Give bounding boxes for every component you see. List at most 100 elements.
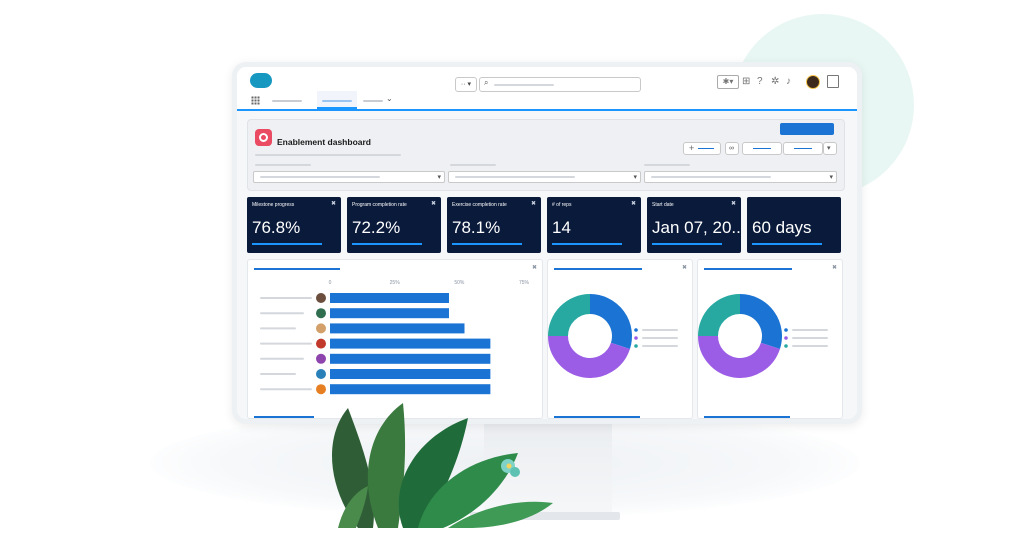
cloud-logo[interactable]: [250, 73, 272, 88]
kpi-value: 72.2%: [352, 218, 401, 237]
bar-label-line: [260, 342, 312, 345]
kpi-program-completion[interactable]: Program completion rate ✖ 72.2%: [347, 197, 441, 253]
card-title-line: [704, 268, 792, 270]
nav-item-1[interactable]: [272, 100, 302, 102]
kpi-label: Exercise completion rate: [452, 202, 507, 208]
donut-card-2: ✖: [697, 259, 843, 419]
panel-icon[interactable]: [827, 75, 839, 88]
bar: [330, 384, 491, 395]
action-button-1[interactable]: [742, 142, 782, 155]
bar-label-line: [260, 357, 304, 360]
x-tick-label: 50%: [454, 280, 465, 286]
search-placeholder-line: [494, 84, 554, 86]
help-icon[interactable]: ?: [757, 76, 763, 87]
avatar: [316, 338, 326, 349]
bar: [330, 323, 465, 334]
search-icon: ⌕: [484, 78, 489, 87]
legend-dot: [634, 328, 638, 332]
filter-dropdown-3[interactable]: ▾: [644, 171, 837, 183]
primary-action-button[interactable]: [780, 123, 834, 135]
bar-label-line: [260, 327, 296, 330]
kpi-num-reps[interactable]: # of reps ✖ 14: [547, 197, 641, 253]
card-title-line: [254, 268, 340, 270]
gear-icon[interactable]: ✲: [771, 76, 780, 87]
legend-dot: [784, 344, 788, 348]
plant-illustration: [331, 403, 553, 528]
action-button-2[interactable]: [783, 142, 823, 155]
card-footer-line: [254, 416, 314, 418]
kpi-underline: [352, 243, 422, 245]
filter-label-2: [450, 164, 496, 166]
plus-square-icon[interactable]: ⊞: [742, 76, 751, 87]
search-input[interactable]: ⌕: [479, 77, 641, 92]
kpi-underline: [752, 243, 822, 245]
expand-icon[interactable]: ✖: [531, 265, 537, 271]
x-tick-label: 0: [329, 280, 332, 286]
bar-label-line: [260, 373, 296, 375]
plus-icon: +: [689, 143, 695, 153]
kpi-milestone-progress[interactable]: Milestone progress ✖ 76.8%: [247, 197, 341, 253]
filter-3-value-line: [651, 176, 771, 178]
bar-label-line: [260, 297, 312, 299]
legend-dot: [784, 336, 788, 340]
expand-icon[interactable]: ✖: [430, 201, 436, 207]
action-button-1-label-line: [753, 148, 771, 149]
kpi-underline: [452, 243, 522, 245]
monitor-screen: ·· ▾ ⌕ ✱▾ ⊞ ? ✲ ♪ ⌄ Enablement dashboard…: [232, 62, 862, 424]
kpi-value: 60 days: [752, 218, 812, 237]
donut-chart-1: [548, 294, 678, 378]
bell-icon[interactable]: ♪: [786, 76, 791, 87]
expand-icon[interactable]: ✖: [530, 201, 536, 207]
x-tick-label: 25%: [390, 280, 401, 286]
header-accent-bar: [237, 109, 857, 111]
kpi-value: 78.1%: [452, 218, 501, 237]
subtitle-line: [255, 154, 401, 156]
expand-icon[interactable]: ✖: [831, 265, 837, 271]
search-scope-dropdown[interactable]: ·· ▾: [455, 77, 477, 92]
filter-label-3: [644, 164, 690, 166]
dashboard-icon: [255, 129, 272, 146]
add-filter-label-line: [698, 148, 714, 149]
kpi-label: # of reps: [552, 202, 572, 208]
link-icon[interactable]: ∞: [725, 142, 739, 155]
filter-dropdown-1[interactable]: ▾: [253, 171, 445, 183]
app-launcher-icon[interactable]: [251, 96, 260, 105]
bar-label-line: [260, 388, 312, 391]
bar: [330, 353, 491, 364]
expand-icon[interactable]: ✖: [630, 201, 636, 207]
card-title-line: [554, 268, 642, 270]
donut-slice: [739, 294, 782, 349]
legend-label-line: [792, 329, 828, 331]
avatar: [316, 323, 326, 334]
avatar[interactable]: [806, 75, 820, 89]
kpi-underline: [252, 243, 322, 245]
kpi-label: Program completion rate: [352, 202, 407, 208]
nav-item-3[interactable]: [363, 100, 383, 102]
avatar: [316, 308, 326, 319]
donut-slice: [698, 294, 741, 337]
legend-dot: [634, 336, 638, 340]
x-tick-label: 75%: [519, 280, 530, 286]
bar-label-line: [260, 312, 304, 315]
expand-icon[interactable]: ✖: [730, 201, 736, 207]
monitor-stand-base: [470, 512, 620, 520]
filter-dropdown-2[interactable]: ▾: [448, 171, 641, 183]
search-scope-label: ··: [460, 81, 466, 88]
donut-slice: [548, 335, 630, 378]
more-actions-dropdown[interactable]: ▾: [823, 142, 837, 155]
add-icon[interactable]: ✱▾: [717, 75, 739, 89]
legend-label-line: [792, 345, 828, 347]
kpi-value: 14: [552, 218, 571, 237]
kpi-label: Milestone progress: [252, 202, 295, 208]
donut-slice: [589, 294, 632, 349]
expand-icon[interactable]: ✖: [330, 201, 336, 207]
kpi-duration[interactable]: 60 days: [747, 197, 841, 253]
expand-icon[interactable]: ✖: [681, 265, 687, 271]
kpi-start-date[interactable]: Start date ✖ Jan 07, 20..: [647, 197, 741, 253]
donut-slice: [698, 335, 780, 378]
kpi-exercise-completion[interactable]: Exercise completion rate ✖ 78.1%: [447, 197, 541, 253]
kpi-value: 76.8%: [252, 218, 301, 237]
add-filter-button[interactable]: +: [683, 142, 721, 155]
chevron-down-icon[interactable]: ⌄: [386, 94, 393, 103]
legend-label-line: [642, 337, 678, 339]
